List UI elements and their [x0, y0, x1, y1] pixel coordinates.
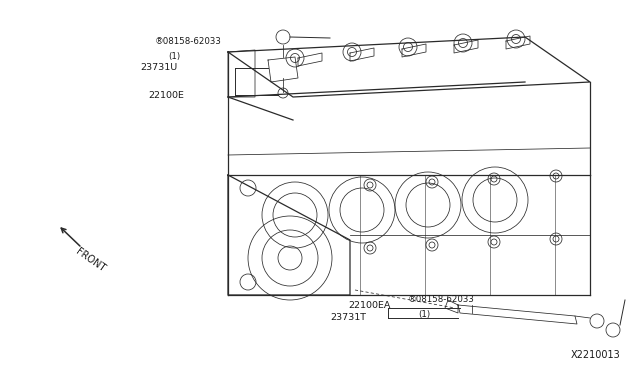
Text: (1): (1): [168, 51, 180, 61]
Text: ®08158-62033: ®08158-62033: [155, 38, 222, 46]
Text: FRONT: FRONT: [74, 246, 106, 274]
Text: 22100E: 22100E: [148, 90, 184, 99]
Text: 23731U: 23731U: [140, 64, 177, 73]
Text: 23731T: 23731T: [330, 314, 366, 323]
Text: (1): (1): [418, 310, 430, 318]
Text: 22100EA: 22100EA: [348, 301, 390, 310]
Text: X2210013: X2210013: [570, 350, 620, 360]
Text: ®08158-62033: ®08158-62033: [408, 295, 475, 305]
